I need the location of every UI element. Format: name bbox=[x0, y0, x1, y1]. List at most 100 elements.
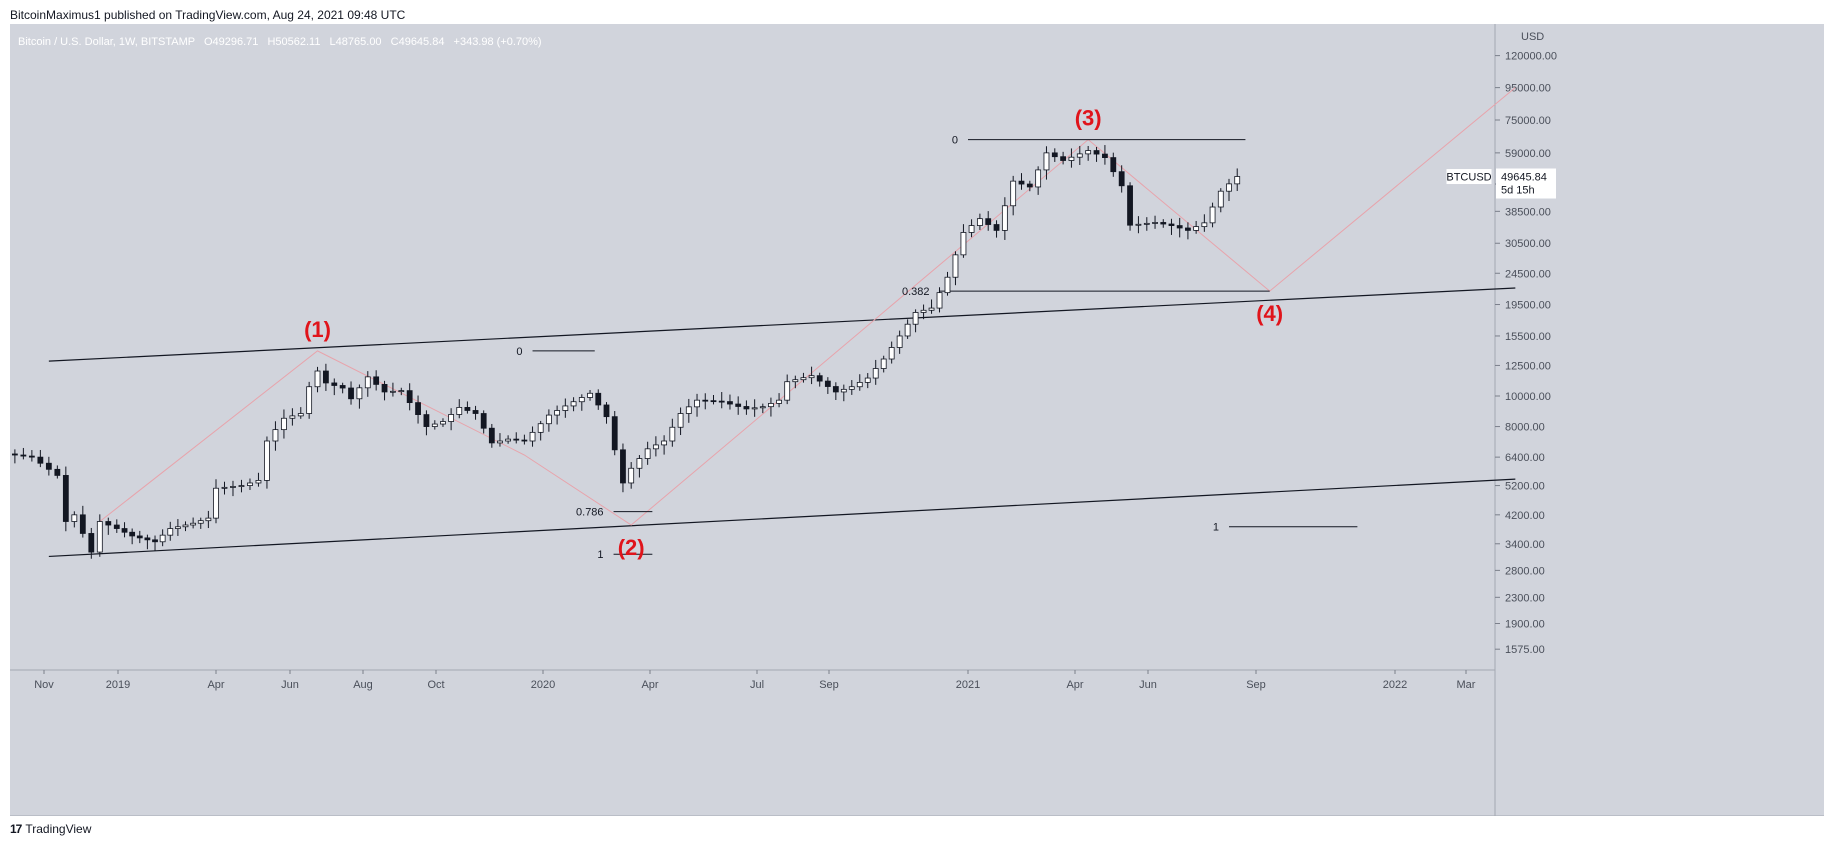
candle-down bbox=[88, 533, 95, 553]
wave-labels: (1) (2) (3) (4) bbox=[304, 106, 1283, 560]
candle-up bbox=[694, 399, 700, 408]
candle-up bbox=[644, 448, 651, 459]
symbol-legend: Bitcoin / U.S. Dollar, 1W, BITSTAMP O492… bbox=[18, 36, 542, 48]
open-label: O bbox=[203, 36, 213, 48]
candle-up bbox=[554, 410, 561, 416]
x-tick-label: Apr bbox=[641, 679, 658, 691]
price-chart[interactable]: 120000.0095000.0075000.0059000.0047000.0… bbox=[10, 24, 1824, 816]
candle-up bbox=[537, 423, 544, 433]
candle-up bbox=[669, 426, 676, 442]
elliott-wave-path bbox=[99, 87, 1516, 526]
chart-area[interactable]: 120000.0095000.0075000.0059000.0047000.0… bbox=[10, 24, 1824, 816]
candle-up bbox=[398, 390, 405, 393]
low-label: L bbox=[329, 36, 336, 48]
candle-down bbox=[832, 386, 839, 393]
brand-name[interactable]: TradingView bbox=[25, 822, 92, 836]
x-tick-label: 2020 bbox=[531, 679, 555, 691]
candle-down bbox=[62, 475, 69, 522]
candle-down bbox=[464, 407, 471, 411]
candle-up bbox=[448, 414, 455, 422]
bar-countdown: 5d 15h bbox=[1501, 185, 1535, 197]
y-axis-unit: USD bbox=[1521, 31, 1544, 43]
candle-down bbox=[152, 539, 158, 543]
candle-up bbox=[255, 480, 262, 484]
x-tick-label: Mar bbox=[1457, 679, 1476, 691]
fib-level-label: 1 bbox=[1213, 522, 1219, 534]
x-tick-label: Oct bbox=[427, 679, 444, 691]
candle-down bbox=[1026, 183, 1033, 188]
candle-down bbox=[37, 456, 44, 464]
candle-down bbox=[20, 454, 27, 457]
candle-up bbox=[230, 486, 236, 488]
candle-down bbox=[113, 524, 120, 529]
candle-down bbox=[603, 404, 610, 418]
candle-up bbox=[505, 438, 512, 442]
fib-level-label: 1 bbox=[597, 549, 603, 561]
x-tick-label: 2021 bbox=[956, 679, 980, 691]
candle-up bbox=[784, 381, 791, 401]
candle-down bbox=[144, 537, 151, 541]
candle-up bbox=[529, 431, 536, 442]
candle-up bbox=[677, 413, 684, 428]
candle-up bbox=[1152, 222, 1158, 224]
candle-up bbox=[1010, 180, 1017, 207]
candle-down bbox=[423, 414, 430, 427]
candle-down bbox=[702, 399, 709, 402]
wave-label: (4) bbox=[1256, 301, 1283, 326]
candle-up bbox=[96, 521, 103, 553]
candle-up bbox=[661, 440, 668, 446]
candle-down bbox=[743, 406, 750, 410]
x-tick-label: Jun bbox=[1139, 679, 1157, 691]
candle-down bbox=[727, 401, 733, 405]
channel-line-upper bbox=[48, 287, 1516, 362]
candle-down bbox=[620, 449, 626, 484]
candle-down bbox=[331, 382, 338, 386]
candle-down bbox=[1093, 150, 1100, 155]
candle-down bbox=[1127, 185, 1133, 226]
candle-up bbox=[864, 377, 871, 383]
last-price-value: 49645.84 bbox=[1501, 172, 1547, 184]
y-tick-label: 19500.00 bbox=[1505, 300, 1551, 312]
candle-up bbox=[159, 534, 166, 543]
low-value: 48765.00 bbox=[335, 36, 382, 48]
candle-up bbox=[356, 387, 363, 400]
wave-label: (2) bbox=[618, 535, 645, 560]
candle-down bbox=[1118, 171, 1125, 187]
candle-up bbox=[272, 429, 279, 442]
candle-up bbox=[1135, 223, 1142, 226]
candle-up bbox=[1234, 176, 1241, 185]
candle-down bbox=[121, 528, 128, 533]
candle-down bbox=[521, 439, 528, 442]
candle-up bbox=[1217, 190, 1224, 208]
candle-up bbox=[1035, 169, 1042, 188]
y-tick-label: 1900.00 bbox=[1505, 618, 1545, 630]
candle-up bbox=[1193, 226, 1200, 231]
tradingview-logo-icon[interactable]: 17 bbox=[10, 822, 22, 836]
candle-up bbox=[587, 392, 593, 398]
x-tick-label: Jun bbox=[281, 679, 299, 691]
y-tick-label: 1575.00 bbox=[1505, 644, 1545, 656]
candle-up bbox=[652, 444, 659, 450]
candle-up bbox=[497, 440, 503, 444]
candle-up bbox=[1001, 205, 1008, 231]
candle-up bbox=[440, 421, 446, 425]
last-price-box bbox=[1496, 168, 1556, 199]
channel-line-lower bbox=[48, 478, 1516, 558]
open-value: 49296.71 bbox=[212, 36, 259, 48]
x-tick-label: Jul bbox=[750, 679, 764, 691]
fib-level-label: 0 bbox=[516, 346, 522, 358]
symbol-name: Bitcoin / U.S. Dollar, 1W, BITSTAMP bbox=[18, 36, 195, 48]
candles bbox=[11, 145, 1241, 559]
candle-down bbox=[1018, 180, 1025, 185]
candle-down bbox=[373, 376, 380, 385]
y-tick-label: 59000.00 bbox=[1505, 148, 1551, 160]
candle-down bbox=[824, 380, 831, 387]
symbol-tag-label: BTCUSD bbox=[1446, 172, 1491, 184]
candle-up bbox=[570, 401, 577, 407]
candle-up bbox=[1085, 150, 1092, 155]
candle-up bbox=[952, 254, 959, 278]
wave-path bbox=[99, 87, 1516, 526]
candle-up bbox=[578, 397, 585, 403]
x-tick-label: Apr bbox=[207, 679, 224, 691]
